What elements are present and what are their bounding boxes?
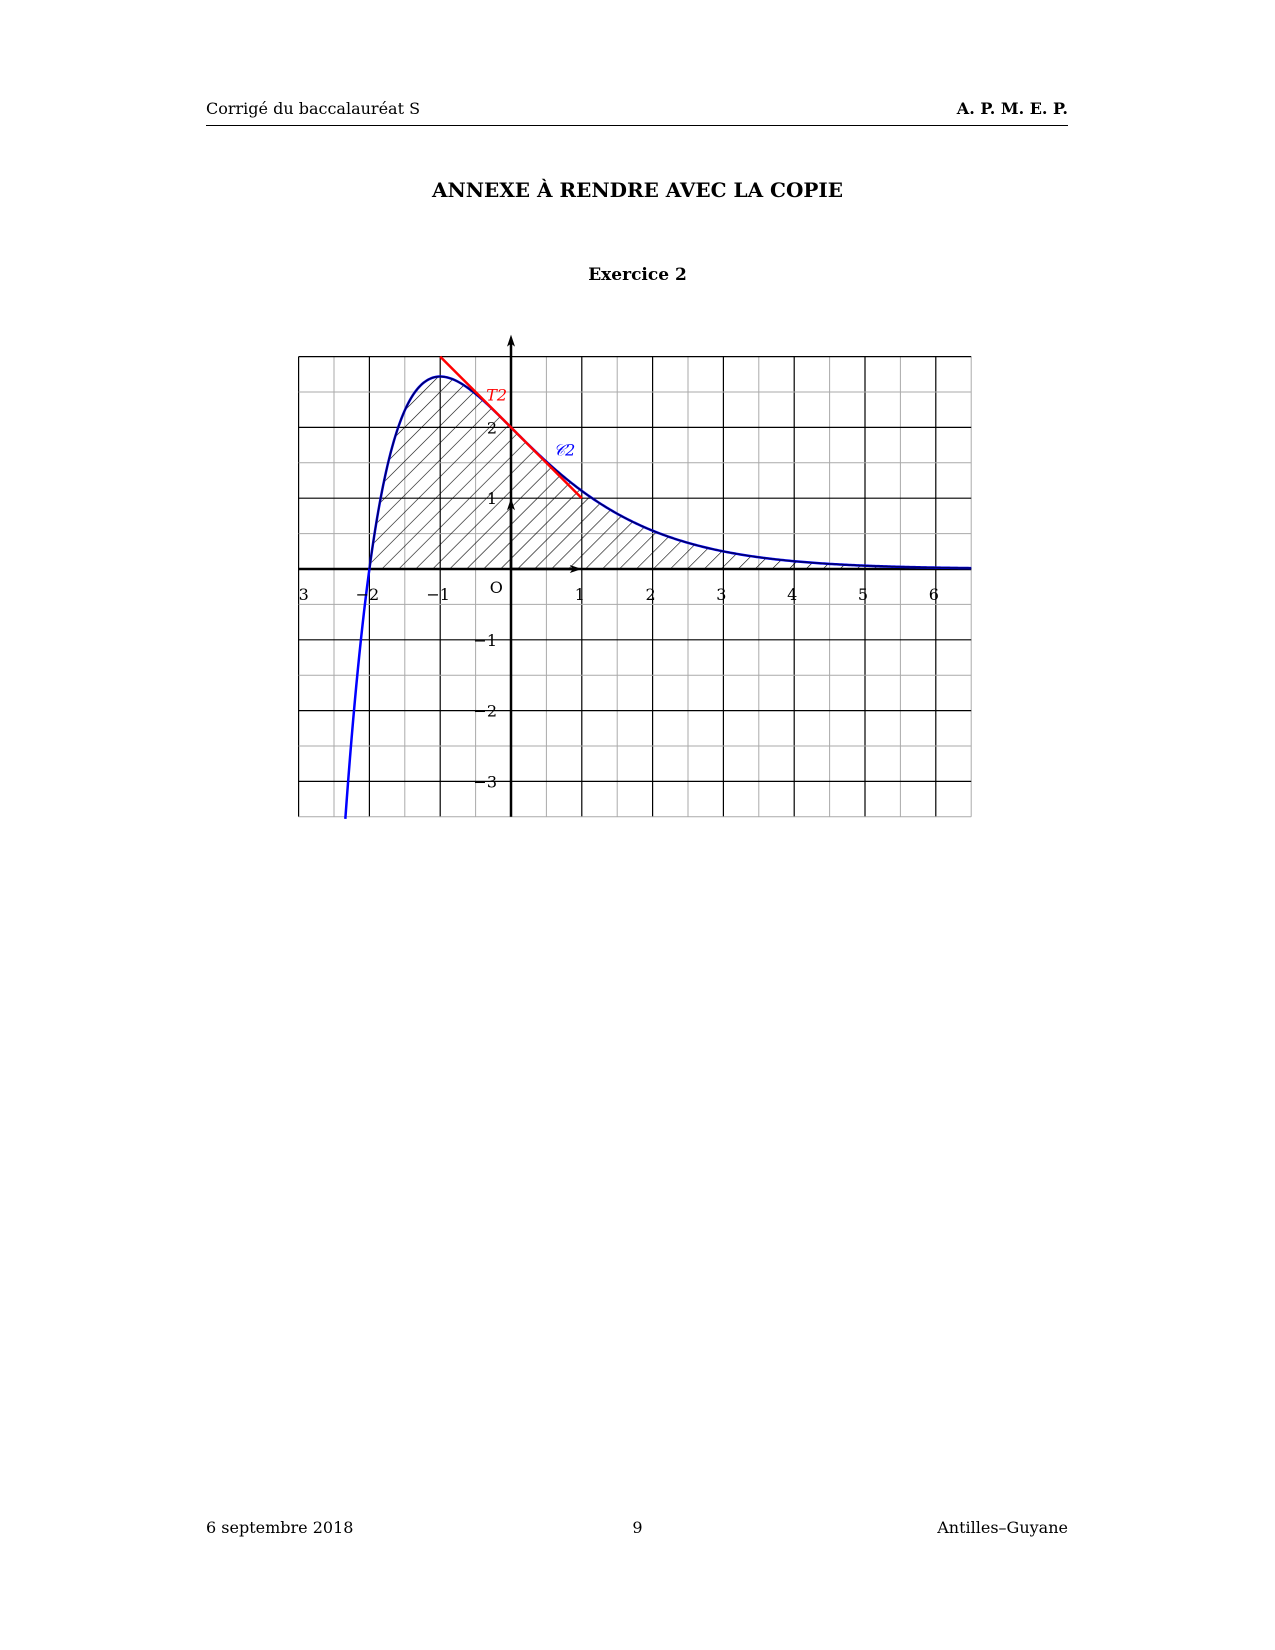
header-left: Corrigé du baccalauréat S [206,99,421,118]
curve-label: 𝒞2 [553,441,575,460]
axes [298,334,972,817]
footer-location: Antilles–Guyane [937,1518,1068,1537]
area-outline [368,375,972,570]
x-tick-label: 6 [929,585,939,604]
y-tick-label: −3 [473,772,497,791]
hatched-area [369,376,972,569]
y-axis-arrow-icon [507,334,515,347]
footer-date: 6 septembre 2018 [206,1518,354,1537]
x-tick-label: −1 [426,585,450,604]
x-tick-label: 3 [716,585,726,604]
tangent-t2 [439,355,583,500]
x-tick-label: 2 [646,585,656,604]
page-number: 9 [632,1518,643,1537]
unit-vector-j-arrow-icon [507,498,515,511]
x-tick-label: −2 [356,585,380,604]
x-tick-label: 5 [858,585,868,604]
tick-labels: 3 −2 −1 1 2 3 4 5 6 2 1 −1 −2 −3 [299,418,939,791]
y-tick-label: −2 [473,702,497,721]
origin-label: O [490,578,503,597]
header-right: A. P. M. E. P. [956,99,1068,118]
unit-vector-i-arrow-icon [569,565,582,573]
tangent-label: T2 [486,385,507,404]
exercise-title: Exercice 2 [588,265,687,285]
x-tick-label: 1 [575,585,585,604]
x-tick-label: 4 [787,585,797,604]
y-tick-label: −1 [473,631,497,650]
x-tick-label: 3 [299,585,309,604]
y-tick-label: 2 [487,418,497,437]
page-title: ANNEXE À RENDRE AVEC LA COPIE [431,178,844,202]
y-tick-label: 1 [487,489,497,508]
header-rule [206,125,1068,126]
